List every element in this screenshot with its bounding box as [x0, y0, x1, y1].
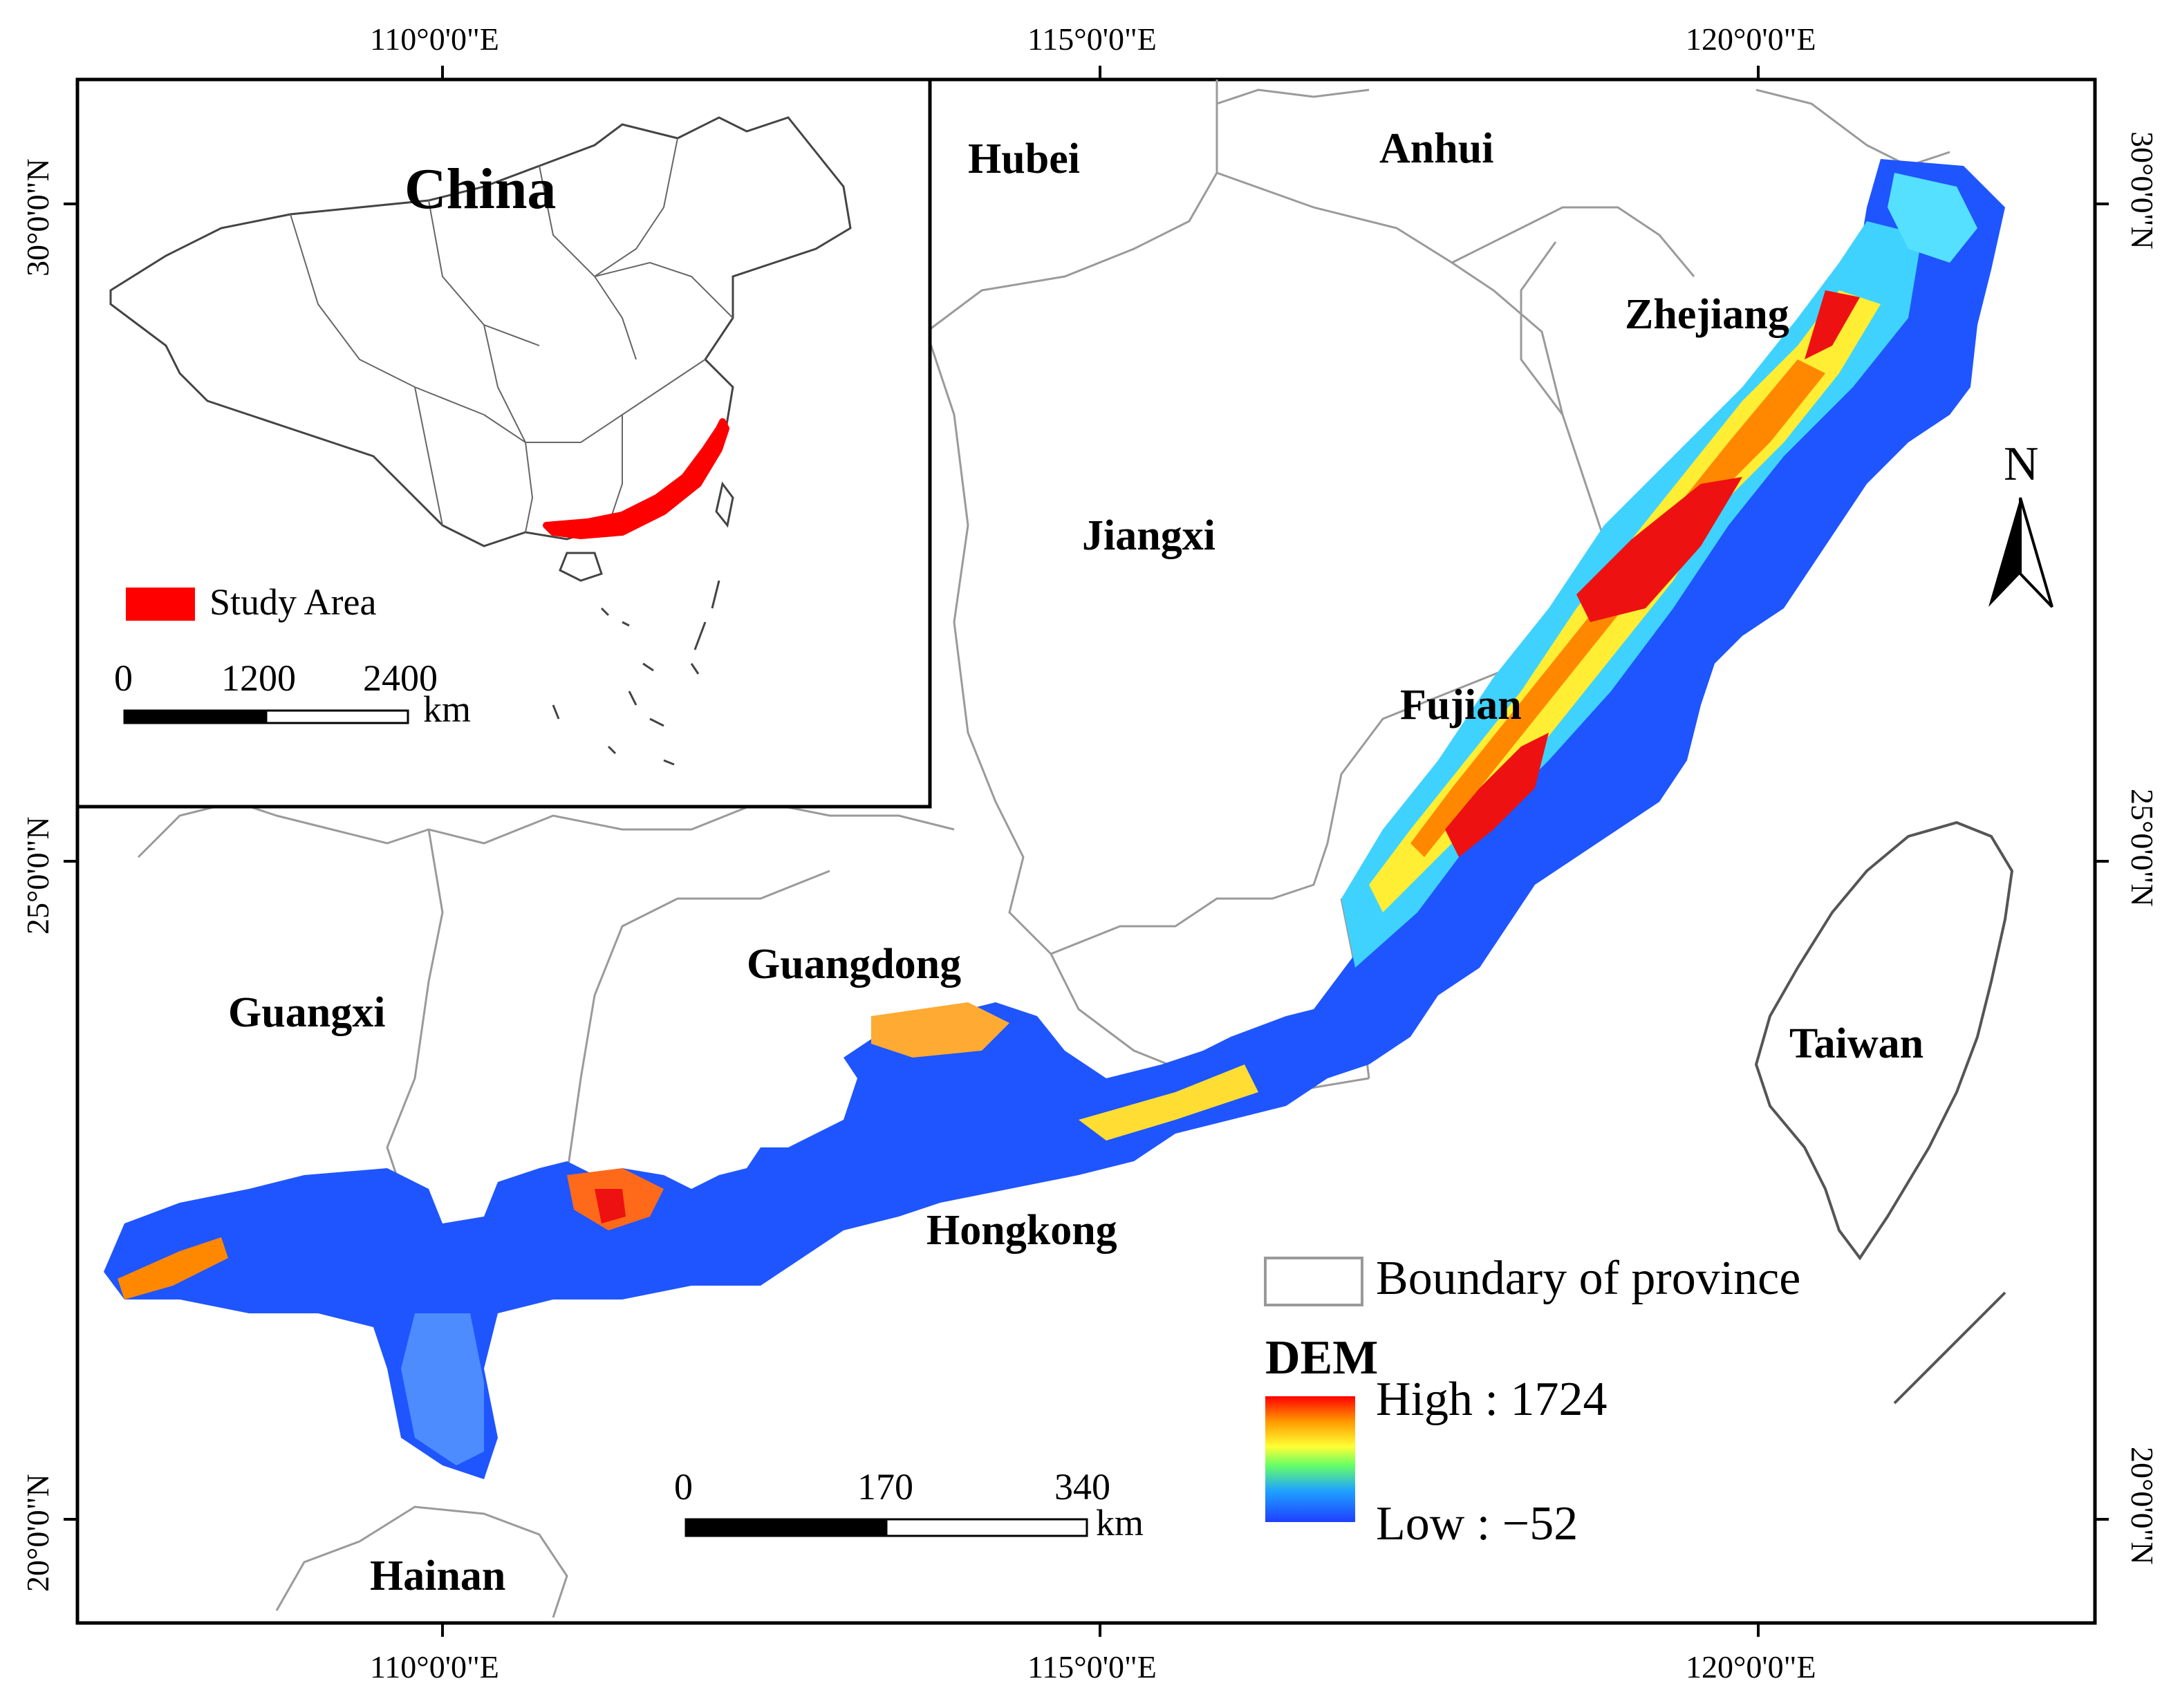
main-scale-bar	[684, 1518, 1088, 1537]
dem-coastal-band	[104, 159, 2005, 1479]
inset-taiwan	[715, 481, 734, 528]
inset-scale-black	[123, 709, 268, 724]
coast-island-line	[1893, 1291, 2006, 1405]
main-scale-unit: km	[1096, 1502, 1144, 1543]
north-arrow-label: N	[2004, 438, 2039, 491]
lat-tick-25-right: 25°0'0"N	[2125, 789, 2160, 907]
province-label-fujian: Fujian	[1400, 682, 1522, 729]
dem-low-label: Low : −52	[1376, 1497, 1578, 1550]
lat-tick-25-left: 25°0'0"N	[20, 816, 55, 935]
china-outline	[109, 116, 852, 547]
china-internal-borders	[290, 138, 734, 533]
dem-peninsula	[401, 1313, 484, 1465]
inset-study-area	[543, 418, 729, 539]
china-inset	[75, 77, 932, 809]
inset-scale-white	[265, 709, 409, 724]
dem-highlands	[118, 173, 1977, 1299]
main-scale-tick-340: 340	[1054, 1466, 1110, 1508]
lat-tick-20-left: 20°0'0"N	[20, 1474, 55, 1592]
province-label-zhejiang: Zhejiang	[1625, 291, 1789, 338]
province-label-hongkong: Hongkong	[926, 1207, 1117, 1254]
lat-tick-30-right: 30°0'0"N	[2125, 131, 2160, 250]
province-label-hainan: Hainan	[370, 1552, 506, 1599]
main-scale-tick-0: 0	[674, 1466, 693, 1508]
province-label-guangdong: Guangdong	[747, 941, 962, 988]
lon-tick-120-top: 120°0'0"E	[1686, 21, 1816, 57]
province-label-taiwan: Taiwan	[1789, 1020, 1924, 1067]
boundary-legend-symbol	[1264, 1257, 1363, 1306]
dem-legend-title: DEM	[1265, 1331, 1379, 1385]
dem-high-label: High : 1724	[1376, 1373, 1608, 1426]
north-arrow-icon	[1988, 497, 2053, 608]
inset-legend-label: Study Area	[209, 581, 377, 623]
inset-title: China	[404, 157, 557, 221]
lon-tick-115-top: 115°0'0"E	[1027, 21, 1157, 57]
lat-tick-20-right: 20°0'0"N	[2125, 1447, 2160, 1565]
dem-color-ramp	[1265, 1396, 1355, 1522]
province-label-jiangxi: Jiangxi	[1082, 512, 1215, 559]
lon-tick-110-top: 110°0'0"E	[370, 21, 499, 57]
inset-scale-tick-1200: 1200	[221, 657, 296, 699]
graticule-ticks	[64, 66, 2109, 1637]
inset-islands	[552, 580, 720, 766]
lon-tick-115-bottom: 115°0'0"E	[1027, 1649, 1157, 1684]
lon-tick-110-bottom: 110°0'0"E	[370, 1649, 499, 1684]
inset-hainan	[559, 552, 603, 582]
lat-tick-30-left: 30°0'0"N	[20, 158, 55, 276]
province-label-hubei: Hubei	[968, 135, 1080, 182]
inset-scale-unit: km	[423, 688, 472, 730]
main-scale-tick-170: 170	[857, 1466, 913, 1508]
province-label-anhui: Anhui	[1379, 125, 1494, 172]
inset-scale-tick-0: 0	[114, 657, 133, 699]
boundary-legend-label: Boundary of province	[1376, 1252, 1801, 1305]
lon-tick-120-bottom: 120°0'0"E	[1686, 1649, 1816, 1684]
taiwan-outline	[1754, 820, 2014, 1261]
inset-study-area-swatch	[126, 588, 195, 621]
province-label-guangxi: Guangxi	[228, 989, 386, 1036]
inset-scale-tick-2400: 2400	[363, 657, 438, 699]
